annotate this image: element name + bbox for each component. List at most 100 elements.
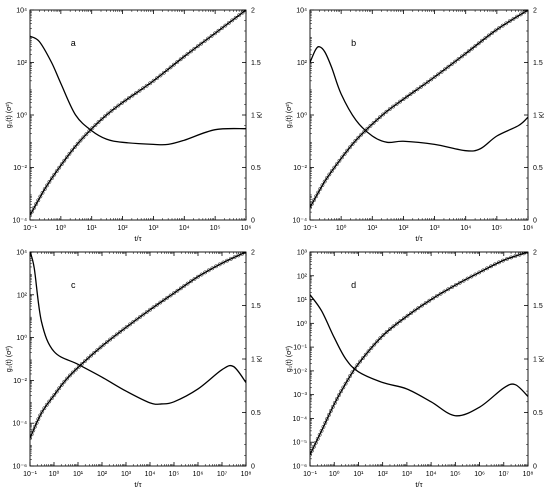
g1-data-point — [175, 288, 180, 293]
g1-data-point — [47, 399, 52, 404]
g1-data-point — [99, 117, 104, 122]
g1-data-point — [387, 107, 392, 112]
g1-data-point — [342, 152, 347, 156]
g1-data-point — [244, 252, 246, 254]
g1-data-point — [312, 198, 317, 202]
g1-data-point — [78, 138, 83, 143]
g1-data-point — [130, 93, 135, 98]
g1-data-point — [483, 36, 488, 40]
x-tick-label: 10⁻¹ — [303, 471, 317, 478]
g1-data-point — [366, 349, 371, 354]
g1-data-point — [199, 272, 204, 277]
y-tick-label: 10⁻² — [13, 378, 27, 385]
x-tick-label: 10² — [398, 225, 409, 232]
x-tick-label: 10⁵ — [169, 471, 180, 478]
g1-data-point — [329, 408, 333, 413]
y2-tick-label: 1.5 — [251, 303, 261, 310]
x-tick-label: 10² — [97, 471, 108, 478]
g1-data-point — [325, 176, 329, 180]
g1-data-point — [463, 51, 468, 56]
g1-data-point — [416, 306, 421, 310]
g1-data-point — [32, 205, 37, 210]
g1-data-point — [378, 336, 383, 341]
g1-data-point — [30, 209, 34, 214]
g1-data-point — [415, 87, 420, 92]
g1-data-point — [317, 432, 322, 437]
g1-data-point — [398, 99, 403, 104]
chart-panel-a: 10⁻¹ 10⁰ 10¹ 10² 10³ 10⁴ 10⁵ 10⁶ 10⁻⁴ 10⁻² 10⁰ 10² 1… — [6, 8, 264, 244]
g1-data-point — [209, 34, 214, 38]
g1-data-point — [38, 194, 43, 199]
x-tick-label: 10⁰ — [56, 224, 67, 232]
y2-tick-label: 2 — [533, 250, 537, 257]
g1-data-point — [82, 359, 87, 364]
y-tick-label: 10⁻² — [293, 165, 307, 172]
g1-data-point — [67, 373, 72, 378]
x-tick-label: 10⁷ — [499, 471, 510, 478]
x-tick-label: 10³ — [402, 471, 413, 478]
g1-data-point — [121, 327, 126, 332]
g1-data-point — [34, 202, 39, 206]
g1-data-point — [394, 102, 399, 106]
g1-data-point — [42, 406, 47, 411]
g1-data-point — [38, 413, 43, 418]
g1-data-point — [92, 350, 97, 355]
g1-data-point — [365, 126, 370, 131]
g1-data-point — [369, 346, 374, 350]
g1-data-point — [101, 342, 106, 347]
g1-data-point — [322, 179, 327, 184]
y-tick-label: 10⁰ — [296, 112, 307, 120]
y-tick-label: 10⁻⁵ — [293, 440, 307, 447]
g1-data-point — [409, 311, 414, 316]
y2-tick-label: 0 — [533, 218, 537, 225]
g1-data-point — [185, 52, 190, 56]
x-tick-label: 10⁰ — [329, 470, 340, 478]
g1-data-point — [155, 76, 159, 81]
g1-data-point — [485, 266, 490, 271]
x-tick-label: 10⁶ — [241, 225, 252, 232]
x-tick-label: 10³ — [121, 471, 132, 478]
x-tick-label: 10⁰ — [49, 470, 60, 478]
g1-data-point — [70, 370, 75, 375]
g1-data-point — [526, 10, 528, 12]
g1-data-point — [175, 60, 180, 64]
g1-data-point — [405, 313, 410, 318]
g1-data-point — [466, 49, 471, 54]
g1-data-point — [359, 132, 364, 137]
g1-data-point — [213, 31, 217, 36]
y-tick-label: 10⁰ — [16, 112, 27, 120]
g1-data-point — [457, 280, 462, 285]
x-tick-label: 10² — [118, 225, 129, 232]
g1-data-point — [185, 281, 190, 286]
g1-data-point — [505, 257, 509, 261]
g1-data-point — [158, 73, 163, 78]
y2-tick-label: 0 — [533, 464, 537, 471]
g1-data-point — [422, 82, 427, 87]
g1-data-point — [233, 15, 238, 20]
g1-data-point — [486, 33, 491, 38]
y2-tick-label: 2 — [251, 250, 255, 257]
g1-data-point — [377, 115, 382, 120]
g1-data-point — [108, 337, 113, 342]
panel-label: b — [351, 38, 356, 48]
y2-axis-label: Kᴵ — [255, 356, 264, 362]
g1-data-point — [65, 376, 69, 381]
g1-data-point — [237, 13, 242, 18]
x-tick-label: 10⁻¹ — [23, 225, 37, 232]
g1-data-point — [236, 253, 241, 258]
g1-data-point — [70, 148, 75, 153]
g1-data-point — [75, 141, 80, 146]
g1-data-point — [230, 18, 235, 23]
y2-axis-label: Kᴵ — [537, 112, 546, 118]
g1-data-point — [412, 308, 417, 313]
y2-tick-label: 1 — [533, 357, 537, 364]
g1-data-point — [518, 12, 523, 17]
g1-data-point — [337, 158, 342, 163]
g1-data-point — [158, 300, 163, 305]
g1-data-point — [144, 310, 149, 315]
y-tick-label: 10² — [297, 273, 308, 280]
g1-data-point — [148, 307, 153, 312]
g1-data-point — [217, 262, 222, 267]
g1-data-point — [203, 270, 208, 275]
